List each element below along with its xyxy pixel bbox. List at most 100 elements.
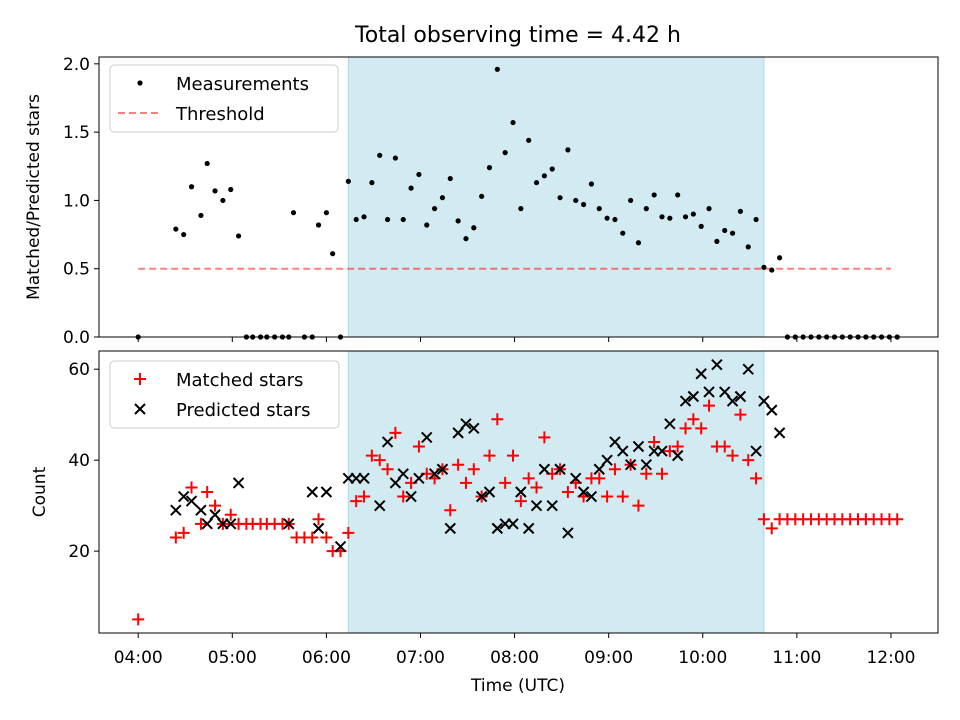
matched-star-point bbox=[177, 526, 190, 539]
predicted-star-point bbox=[546, 499, 558, 512]
matched-star-point bbox=[412, 440, 425, 453]
measurement-point bbox=[494, 66, 500, 72]
matched-star-point bbox=[389, 426, 402, 439]
ratio-y-tick-label: 0.0 bbox=[63, 328, 90, 348]
count-legend-box bbox=[109, 360, 340, 429]
measurement-point bbox=[769, 267, 775, 273]
predicted-star-point bbox=[177, 490, 190, 503]
measurement-point bbox=[463, 236, 469, 242]
measurement-point bbox=[651, 192, 657, 198]
matched-star-point bbox=[373, 454, 386, 467]
predicted-star-point bbox=[679, 395, 692, 407]
predicted-star-point bbox=[719, 386, 731, 398]
predicted-star-point bbox=[225, 518, 237, 530]
count-panel: 20 40 60 04:00 05:00 06:00 07:00 08:00 09:00 10:… bbox=[30, 350, 939, 696]
matched-star-point bbox=[891, 513, 904, 526]
predicted-star-point bbox=[671, 449, 684, 462]
ratio-y-axis-ticks: 0.0 0.5 1.0 1.5 2.0 bbox=[63, 55, 99, 348]
count-y-tick-label: 60 bbox=[68, 360, 90, 380]
ratio-y-tick-label: 1.0 bbox=[63, 191, 90, 211]
predicted-star-point bbox=[530, 499, 543, 512]
predicted-star-point bbox=[421, 431, 433, 444]
predicted-star-point bbox=[522, 522, 535, 535]
matched-star-point bbox=[640, 467, 653, 480]
matched-star-point bbox=[703, 399, 716, 412]
predicted-star-point bbox=[656, 445, 668, 457]
ratio-y-axis-label: Matched/Predicted stars bbox=[24, 94, 44, 300]
count-plot-frame bbox=[98, 350, 939, 634]
measurement-point bbox=[588, 181, 595, 187]
predicted-star-point bbox=[726, 395, 739, 407]
legend-predicted-label: Predicted stars bbox=[176, 400, 310, 421]
time-x-tick-label: 10:00 bbox=[678, 648, 727, 668]
measurement-point bbox=[573, 197, 579, 204]
predicted-star-point bbox=[452, 427, 464, 439]
predicted-star-point bbox=[468, 422, 480, 435]
matched-star-point bbox=[514, 495, 527, 508]
measurement-point bbox=[432, 206, 438, 212]
predicted-star-point bbox=[750, 445, 762, 457]
matched-star-point bbox=[365, 449, 378, 462]
legend-threshold-label: Threshold bbox=[175, 104, 265, 125]
matched-star-point bbox=[201, 486, 214, 498]
measurement-point bbox=[620, 230, 626, 236]
measurement-point bbox=[353, 216, 359, 223]
ratio-x-axis-ticks bbox=[137, 337, 892, 342]
measurement-point bbox=[533, 180, 540, 186]
ratio-y-tick-label: 0.5 bbox=[63, 260, 90, 280]
measurement-point bbox=[384, 216, 391, 223]
measurement-point bbox=[416, 171, 422, 178]
matched-star-point bbox=[679, 422, 692, 435]
predicted-star-point bbox=[687, 390, 700, 403]
predicted-star-point bbox=[711, 358, 723, 371]
count-y-axis-ticks: 20 40 60 bbox=[68, 360, 99, 562]
predicted-star-point bbox=[742, 363, 754, 375]
measurement-point bbox=[604, 215, 610, 221]
predicted-star-point bbox=[617, 445, 629, 457]
predicted-star-point bbox=[593, 463, 605, 475]
measurement-point bbox=[596, 206, 602, 212]
measurement-point bbox=[737, 208, 744, 214]
matched-star-point bbox=[734, 408, 747, 421]
legend-matched-marker bbox=[134, 373, 146, 385]
measurement-point bbox=[471, 225, 477, 231]
matched-star-point bbox=[593, 472, 606, 485]
matched-star-point bbox=[209, 499, 222, 512]
measurement-point bbox=[729, 230, 736, 236]
matched-star-point bbox=[750, 472, 763, 485]
matched-star-point bbox=[608, 463, 621, 476]
measurement-point bbox=[361, 214, 367, 220]
predicted-star-point bbox=[475, 490, 488, 503]
matched-star-point bbox=[194, 517, 207, 530]
predicted-star-point bbox=[734, 390, 747, 403]
measurement-point bbox=[290, 210, 297, 216]
predicted-star-point bbox=[428, 468, 441, 480]
matched-star-point bbox=[499, 476, 512, 489]
matched-star-point bbox=[452, 458, 465, 471]
predicted-star-point bbox=[515, 486, 527, 498]
measurement-point bbox=[753, 216, 759, 223]
predicted-star-point bbox=[773, 427, 786, 439]
measurement-point bbox=[479, 193, 485, 199]
measurement-point bbox=[228, 186, 234, 193]
ratio-y-tick-label: 2.0 bbox=[63, 55, 90, 75]
measurement-point bbox=[392, 155, 398, 161]
matched-star-point bbox=[726, 449, 739, 462]
matched-star-point bbox=[530, 481, 543, 494]
observing-window-span-top bbox=[347, 56, 765, 338]
measurement-point bbox=[198, 212, 204, 219]
matched-star-point bbox=[169, 531, 182, 544]
predicted-star-point bbox=[703, 386, 715, 398]
predicted-star-point bbox=[538, 463, 551, 475]
measurement-point bbox=[667, 215, 673, 221]
matched-star-point bbox=[522, 472, 535, 485]
time-x-tick-label: 04:00 bbox=[114, 648, 163, 668]
measurement-point bbox=[424, 222, 430, 228]
predicted-star-point bbox=[209, 509, 221, 521]
count-legend: Matched stars Predicted stars bbox=[109, 360, 340, 429]
matched-star-point bbox=[381, 463, 394, 476]
measurement-point bbox=[455, 218, 461, 224]
predicted-star-point bbox=[491, 522, 504, 535]
predicted-star-point bbox=[195, 504, 207, 516]
predicted-star-point bbox=[577, 486, 590, 498]
